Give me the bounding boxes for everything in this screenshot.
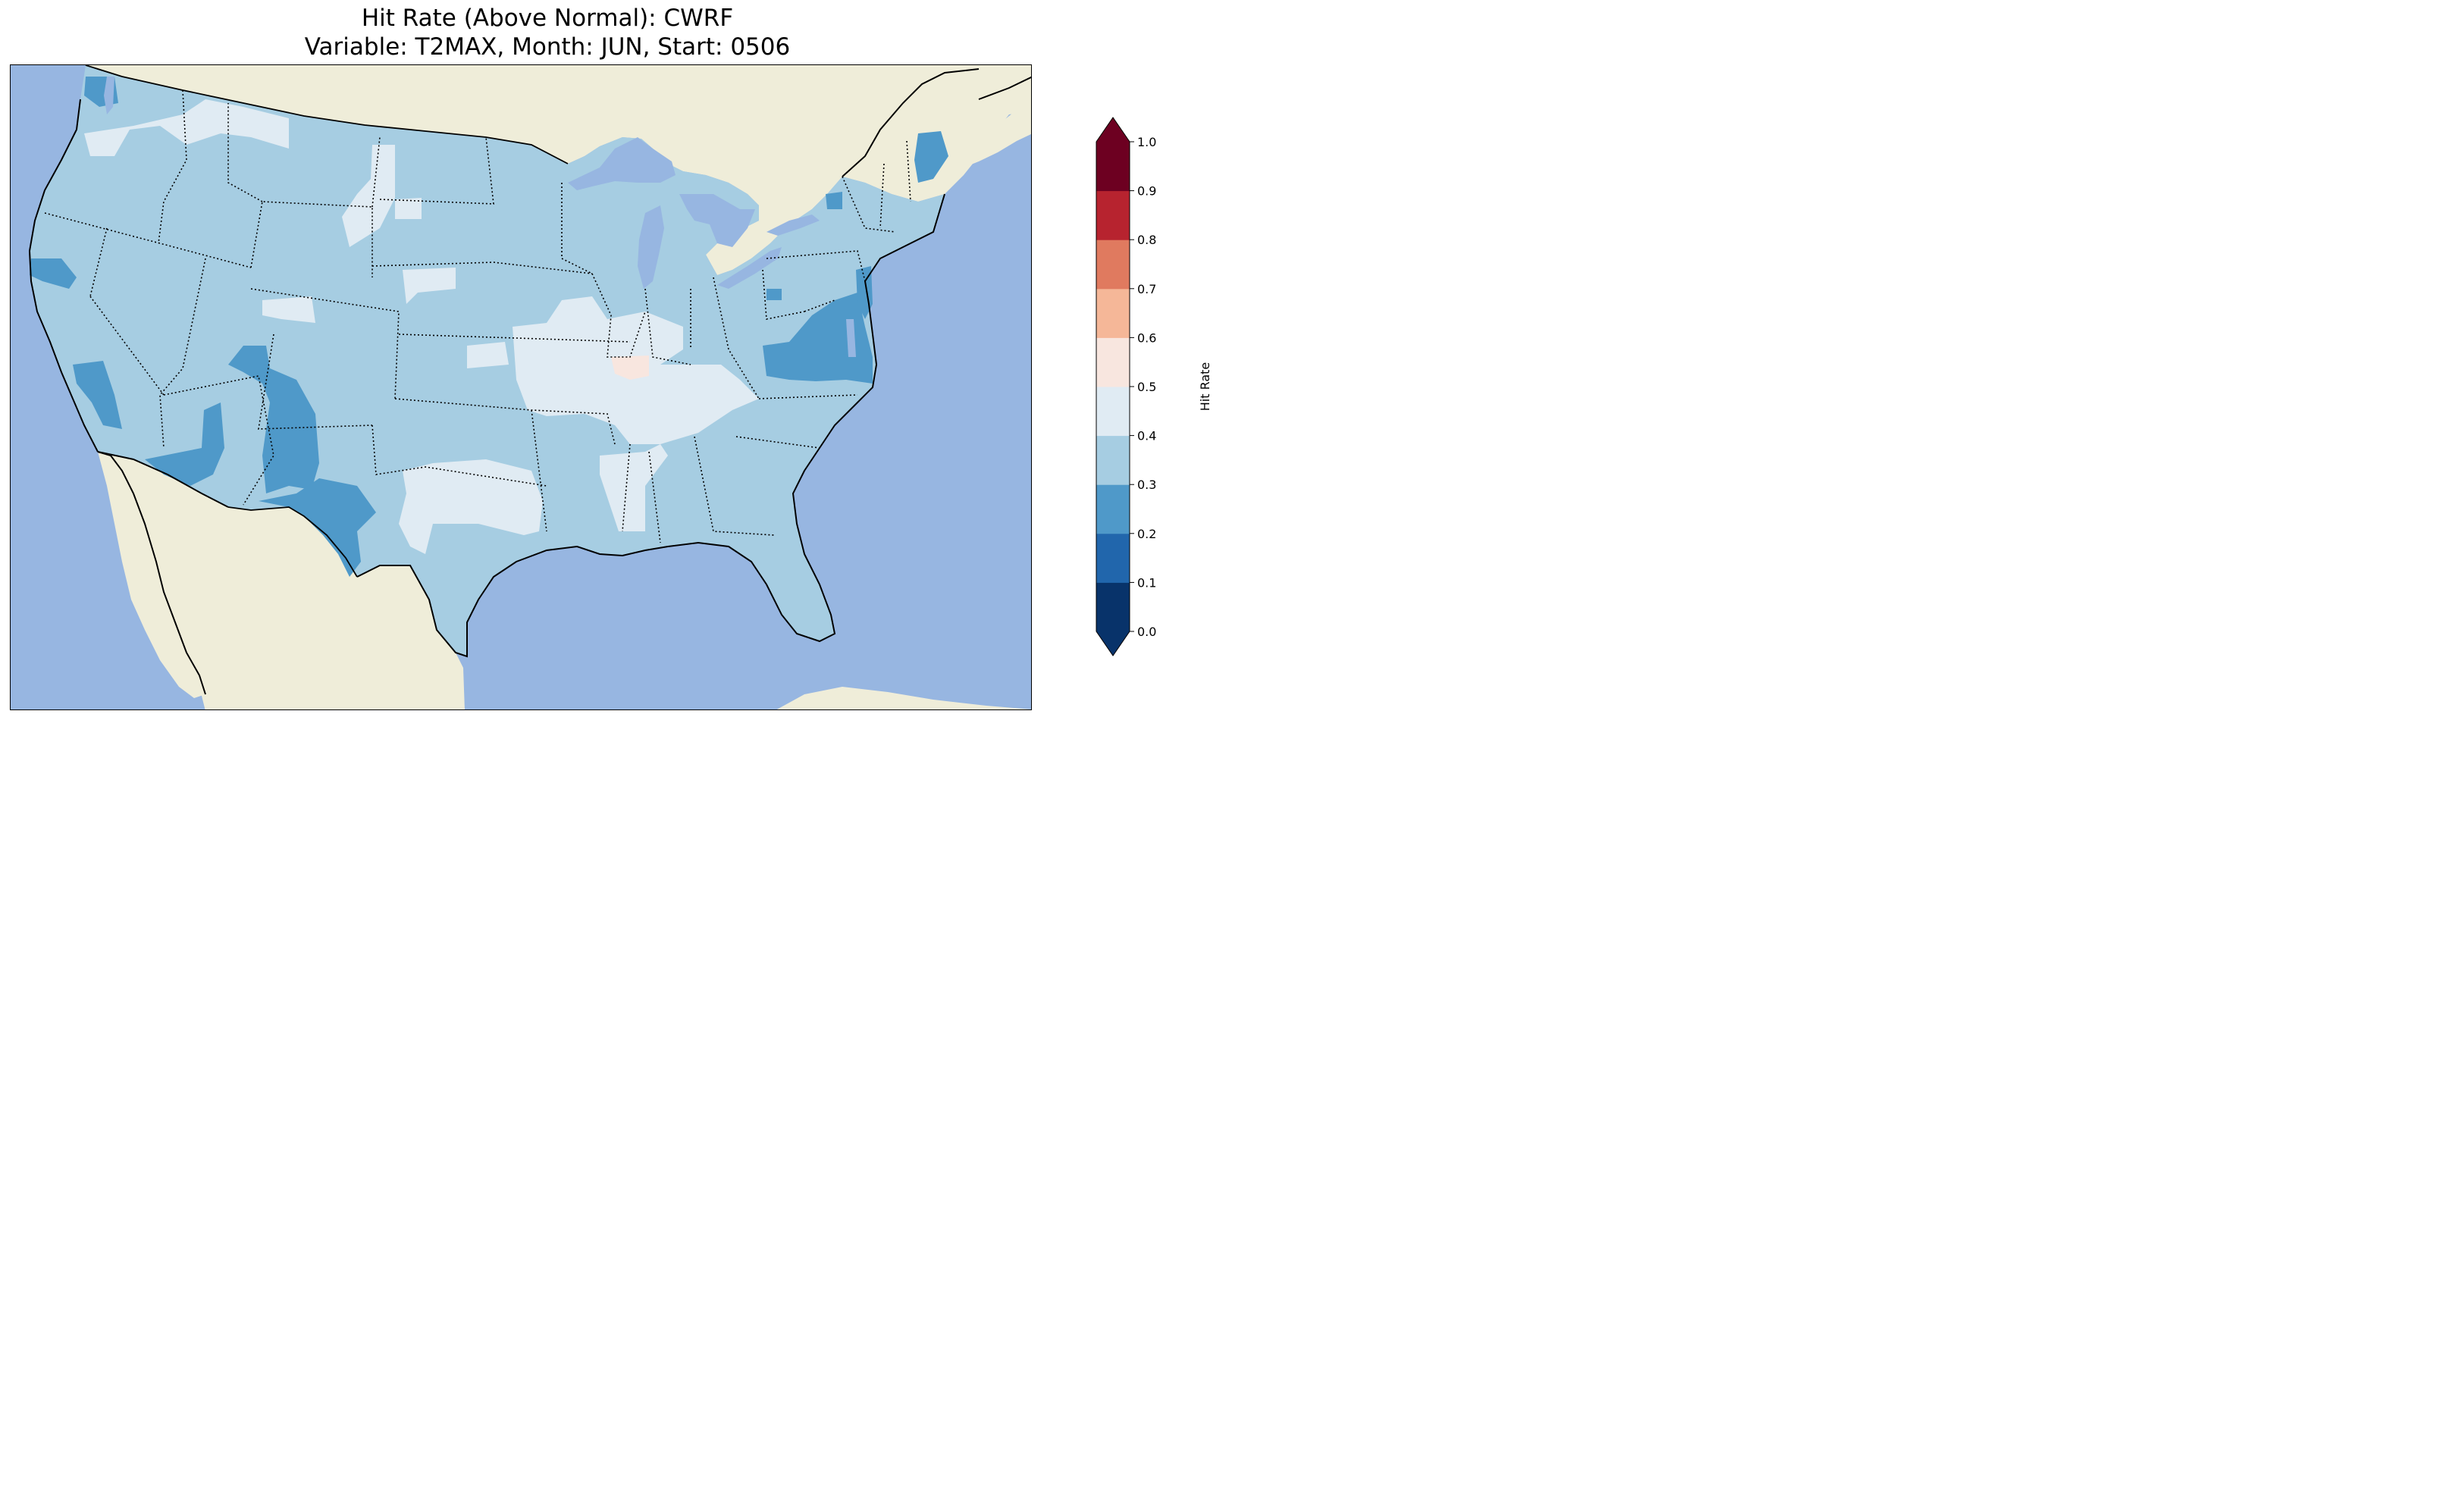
region-pacific-nw [84, 99, 289, 156]
colorbar-tick-label: 0.1 [1137, 575, 1156, 590]
colorbar-bin [1096, 190, 1130, 240]
colorbar-tick-label: 0.7 [1137, 282, 1156, 296]
chesapeake-bay [846, 319, 856, 357]
region-az-blue [145, 402, 224, 486]
colorbar-bin [1096, 533, 1130, 583]
colorbar: 0.0 0.1 0.2 0.3 0.4 0.5 0.6 0.7 0.8 0.9 1.0 Hit Ra… [1096, 117, 1212, 656]
region-ms-pale [600, 444, 668, 531]
us-canada-border [85, 65, 569, 164]
region-nd-pale [342, 145, 395, 247]
region-ca-coast [30, 258, 77, 289]
colorbar-bin [1096, 288, 1130, 338]
lake-michigan [638, 205, 664, 289]
lake-superior [568, 137, 676, 190]
region-wy-pale [262, 296, 315, 323]
region-maine [914, 131, 948, 183]
region-ca-central [73, 361, 122, 429]
colorbar-tick-label: 0.3 [1137, 478, 1156, 492]
colorbar-ticks: 0.0 0.1 0.2 0.3 0.4 0.5 0.6 0.7 0.8 0.9 1.0 [1130, 135, 1156, 639]
region-virginia [763, 293, 873, 384]
region-ny-blue [826, 192, 842, 209]
colorbar-tick-label: 0.0 [1137, 625, 1156, 639]
puget-sound [104, 77, 114, 114]
region-four-corners [228, 346, 319, 493]
cuba-land [776, 687, 1031, 709]
colorbar-bin [1096, 582, 1130, 632]
colorbar-tick-label: 0.2 [1137, 527, 1156, 541]
map-title-line-2: Variable: T2MAX, Month: JUN, Start: 0506 [304, 33, 791, 61]
colorbar-label: Hit Rate [1198, 362, 1212, 412]
map-title-line-1: Hit Rate (Above Normal): CWRF [361, 5, 734, 32]
colorbar-bin [1096, 484, 1130, 534]
mexico-land [98, 452, 465, 709]
colorbar-bin [1096, 337, 1130, 387]
colorbar-bins [1096, 142, 1130, 632]
state-borders [44, 89, 911, 543]
region-sd-pale [395, 198, 422, 219]
colorbar-extend-max [1096, 117, 1130, 142]
map-panel [10, 64, 1032, 710]
canada-land [86, 65, 1031, 275]
lake-huron [679, 194, 755, 247]
colorbar-bin [1096, 435, 1130, 485]
colorbar-bin [1096, 240, 1130, 290]
colorbar-tick-label: 0.4 [1137, 429, 1156, 443]
region-ks-pale [467, 342, 509, 368]
lake-erie [717, 247, 782, 289]
nova-scotia-land [948, 100, 1031, 169]
baja-land [98, 452, 205, 698]
region-ne-pale [403, 268, 456, 304]
region-tx-ok-pale [399, 459, 543, 554]
colorbar-tick-label: 0.6 [1137, 330, 1156, 345]
colorbar-extend-min [1096, 631, 1130, 656]
colorbar-bin [1096, 387, 1130, 437]
region-s-illinois [611, 355, 649, 380]
colorbar-tick-label: 0.8 [1137, 233, 1156, 247]
colorbar-tick-label: 0.9 [1137, 184, 1156, 199]
us-hit-rate-map [28, 65, 1031, 709]
colorbar-bin [1096, 142, 1130, 192]
us-mexico-border [227, 506, 358, 578]
region-oh-blue [766, 289, 782, 300]
lake-ontario [766, 215, 820, 236]
colorbar-tick-label: 1.0 [1137, 135, 1156, 149]
colorbar-tick-label: 0.5 [1137, 380, 1156, 394]
coastlines [28, 68, 1031, 695]
